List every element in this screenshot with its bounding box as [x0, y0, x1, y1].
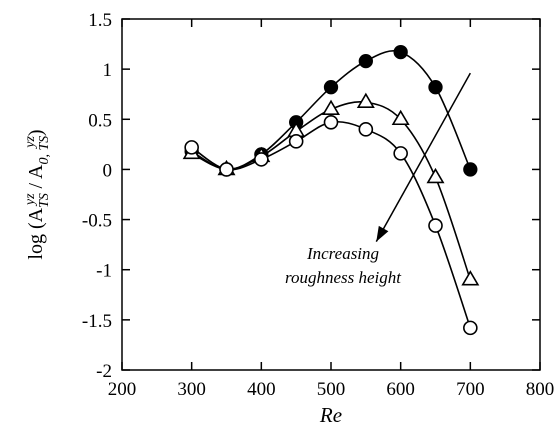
annotation-text-line-1: Increasing	[306, 244, 379, 263]
x-tick-label: 600	[386, 379, 415, 400]
y-tick-label: 1.5	[88, 10, 112, 31]
y-tick-label: -0.5	[82, 211, 112, 232]
annotation-arrow-line	[375, 72, 471, 242]
data-point-series-3	[184, 140, 199, 155]
axis-ticks: 200 300 400 500 600 700 800 -2 -1.5 -1 -0.5 0 0.5 1 1.…	[82, 10, 554, 400]
data-point-series-3	[323, 114, 339, 130]
data-point-series-2	[356, 92, 375, 108]
annotation-arrow-head	[376, 225, 389, 242]
data-point-series-1	[463, 162, 478, 177]
x-tick-label: 800	[526, 379, 555, 400]
data-point-series-3	[428, 218, 443, 233]
data-point-series-3	[288, 134, 304, 149]
y-tick-label: -2	[96, 361, 112, 382]
y-axis-label: log (ATSyz / A0, TSyz)	[23, 129, 52, 259]
data-point-series-2	[461, 270, 480, 286]
data-point-series-1	[393, 44, 408, 60]
data-point-series-1	[358, 53, 373, 69]
data-point-series-1	[323, 80, 339, 95]
series-layer	[182, 44, 480, 336]
data-point-series-2	[391, 109, 410, 126]
x-tick-label: 500	[317, 379, 346, 400]
y-tick-label: 1	[103, 60, 113, 81]
data-point-series-3	[358, 122, 374, 137]
data-point-series-3	[219, 162, 234, 177]
data-point-series-3	[393, 146, 408, 161]
x-tick-label: 400	[247, 379, 276, 400]
x-tick-label: 300	[177, 379, 206, 400]
series-markers	[182, 44, 480, 336]
data-point-series-3	[254, 152, 269, 167]
data-point-series-2	[322, 99, 340, 116]
data-point-series-3	[463, 320, 478, 336]
x-tick-label: 200	[108, 379, 137, 400]
data-point-series-2	[426, 167, 445, 184]
annotation-layer: Increasing roughness height	[285, 72, 471, 287]
y-tick-label: -1.5	[82, 311, 112, 332]
annotation-text-line-2: roughness height	[285, 268, 402, 287]
x-axis-label: Re	[319, 403, 342, 427]
x-tick-label: 700	[456, 379, 485, 400]
data-point-series-1	[428, 80, 443, 95]
y-tick-label: 0.5	[88, 110, 112, 131]
y-tick-label: -1	[96, 261, 112, 282]
y-tick-label: 0	[103, 160, 113, 181]
plot-area-frame	[121, 18, 541, 371]
